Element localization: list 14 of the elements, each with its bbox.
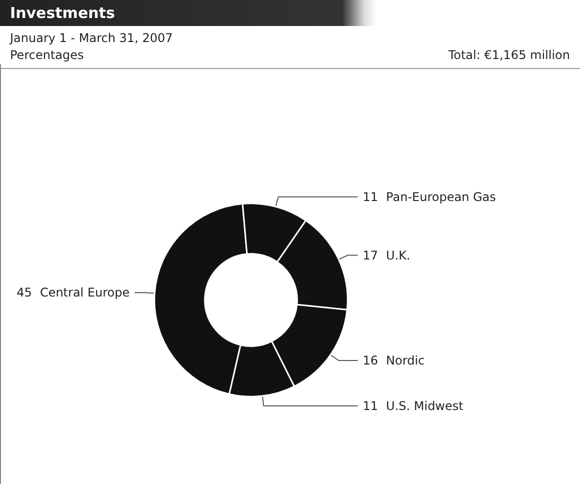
data-label: 11 bbox=[362, 190, 378, 204]
data-label: 45 bbox=[16, 286, 32, 300]
chart-subtitle: January 1 - March 31, 2007 bbox=[10, 30, 173, 47]
data-label: 17 bbox=[362, 248, 378, 262]
data-label: 16 bbox=[362, 354, 378, 368]
slice-label: Pan-European Gas bbox=[386, 190, 496, 204]
text: Percentages bbox=[10, 47, 84, 64]
slice-label: U.S. Midwest bbox=[386, 398, 464, 413]
slice-label: Nordic bbox=[386, 354, 425, 368]
slice-label: Central Europe bbox=[40, 286, 130, 300]
slice-label: U.K. bbox=[386, 248, 410, 262]
data-label: 11 bbox=[362, 398, 378, 413]
text: Total: €1,165 million bbox=[448, 47, 570, 64]
chart-title: Investments bbox=[0, 0, 570, 26]
